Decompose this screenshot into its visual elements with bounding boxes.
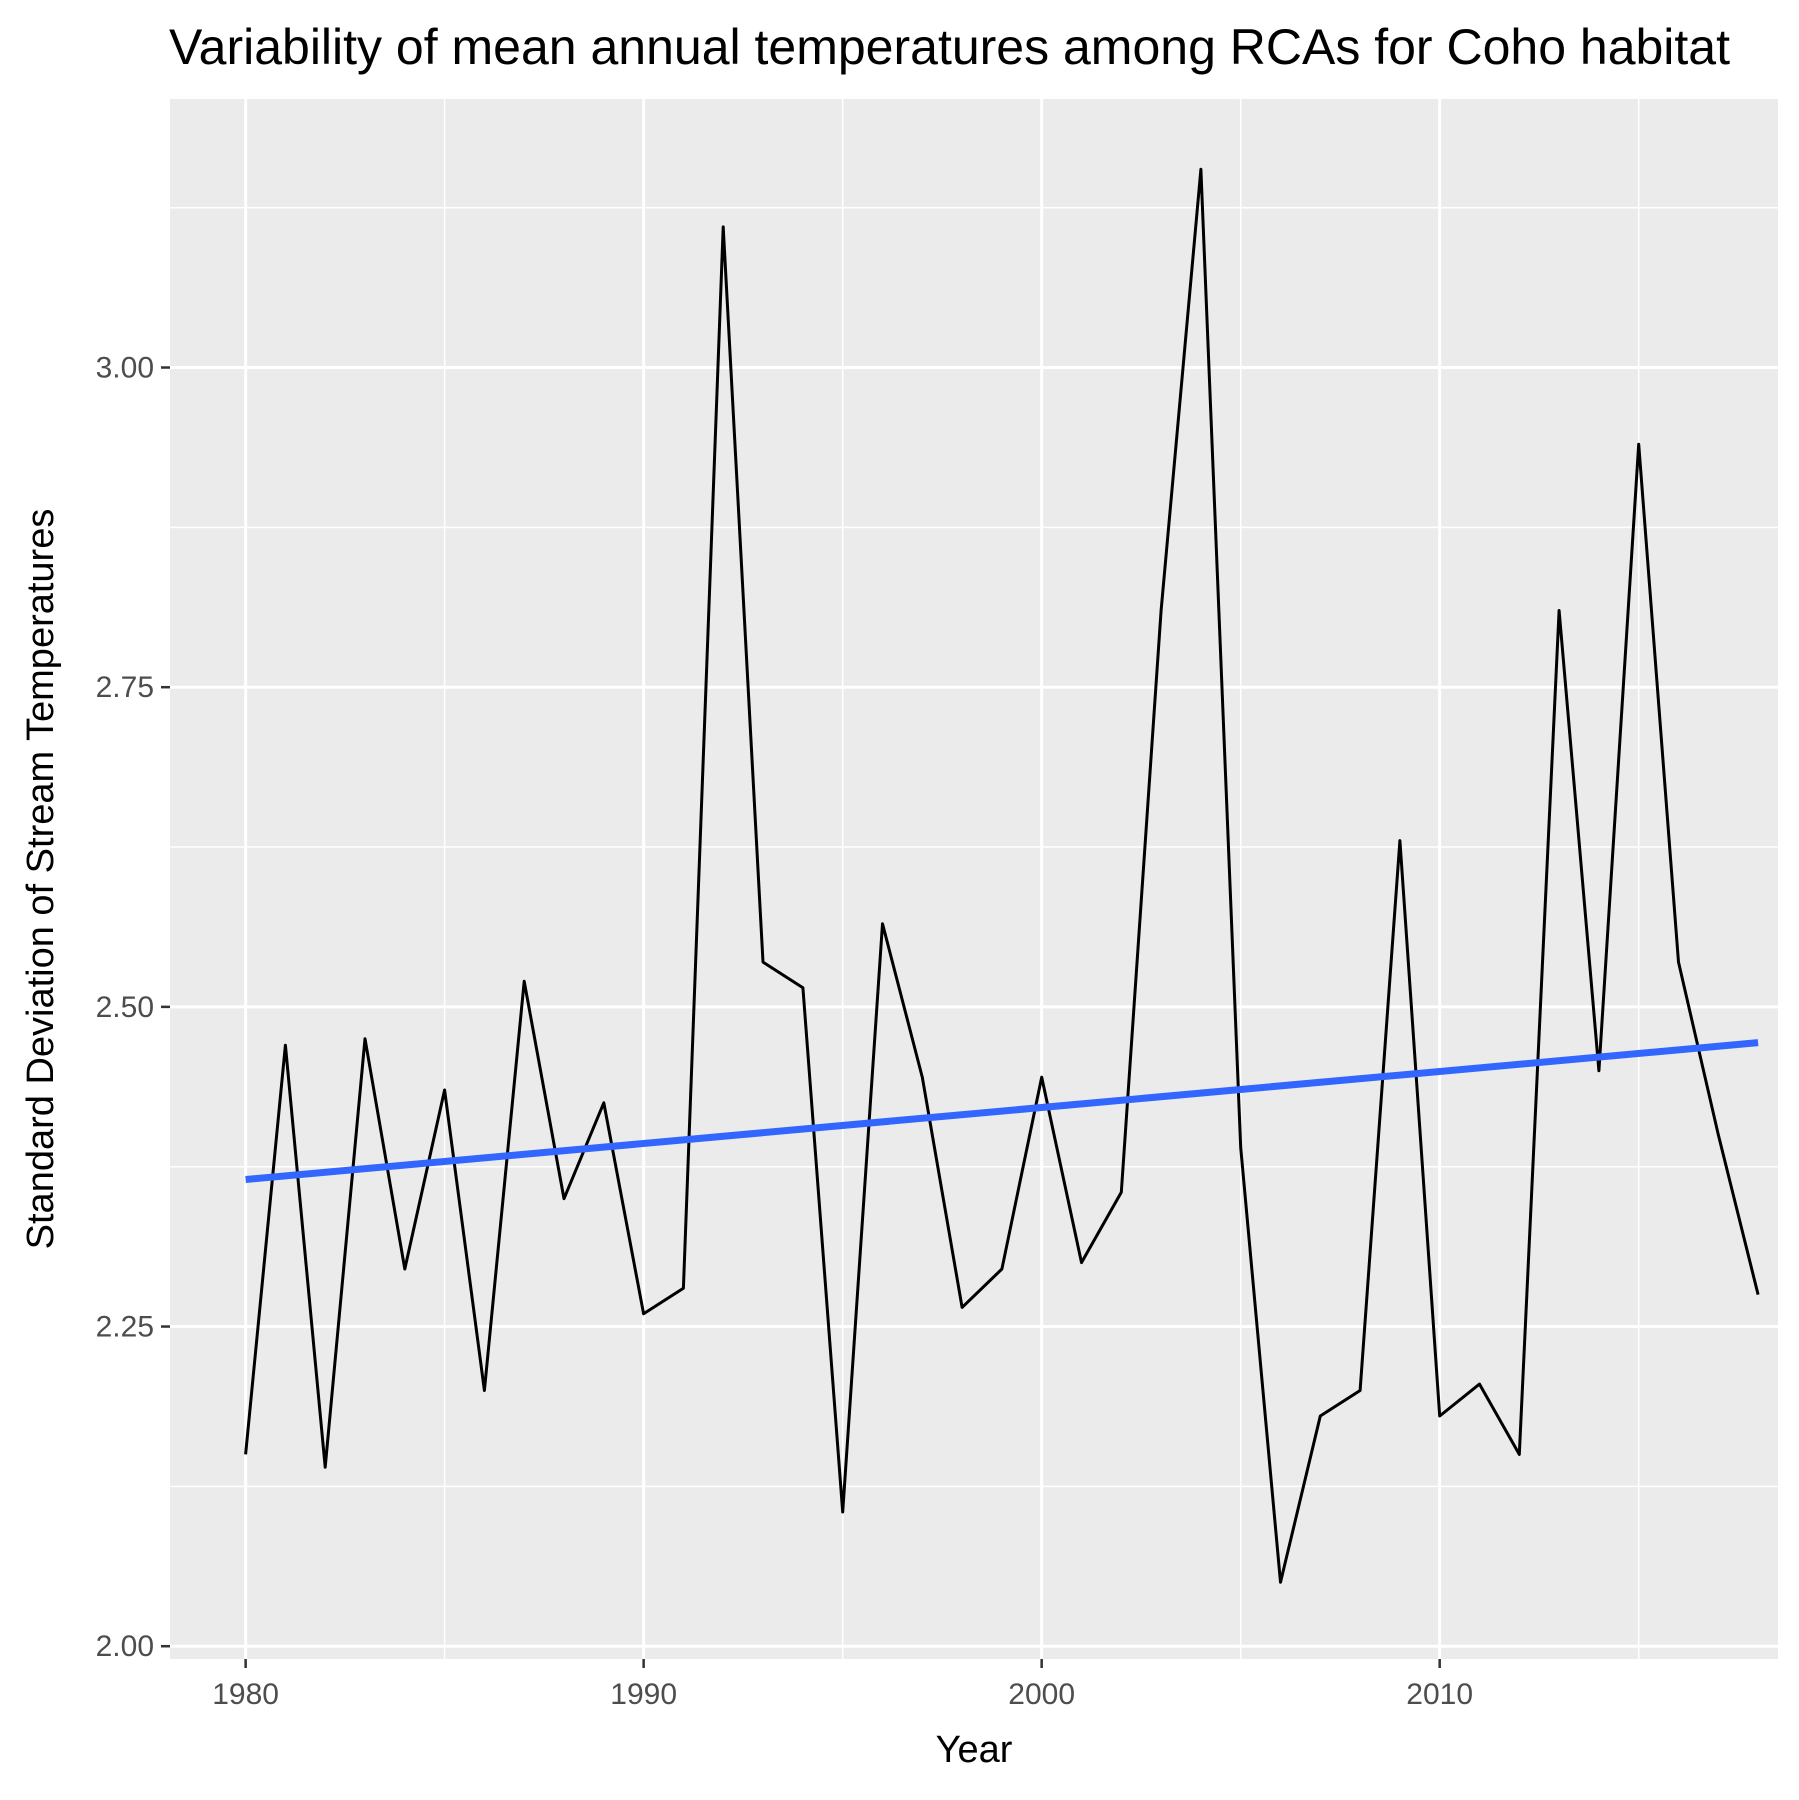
trend-layer <box>245 1039 1759 1183</box>
y-tick-label: 2.00 <box>96 1630 154 1663</box>
y-tick-label: 2.75 <box>96 671 154 704</box>
axis-ticks: 1980 1990 2000 2010 2.00 2.25 2.50 2.75 3.00 <box>96 352 1473 1711</box>
x-tick-label: 2000 <box>1008 1678 1075 1711</box>
plot-panel <box>170 99 1778 1659</box>
chart-title: Variability of mean annual temperatures … <box>169 19 1730 75</box>
trend-line <box>245 1039 1759 1183</box>
series-layer <box>244 167 1760 1584</box>
x-tick-label: 1990 <box>610 1678 677 1711</box>
y-tick-label: 3.00 <box>96 352 154 385</box>
x-axis-title: Year <box>936 1729 1013 1771</box>
series-line <box>244 167 1760 1584</box>
x-tick-label: 1980 <box>212 1678 279 1711</box>
y-tick-label: 2.50 <box>96 991 154 1024</box>
y-tick-label: 2.25 <box>96 1311 154 1344</box>
x-tick-label: 2010 <box>1406 1678 1473 1711</box>
y-axis-title: Standard Deviation of Stream Temperature… <box>20 509 62 1250</box>
